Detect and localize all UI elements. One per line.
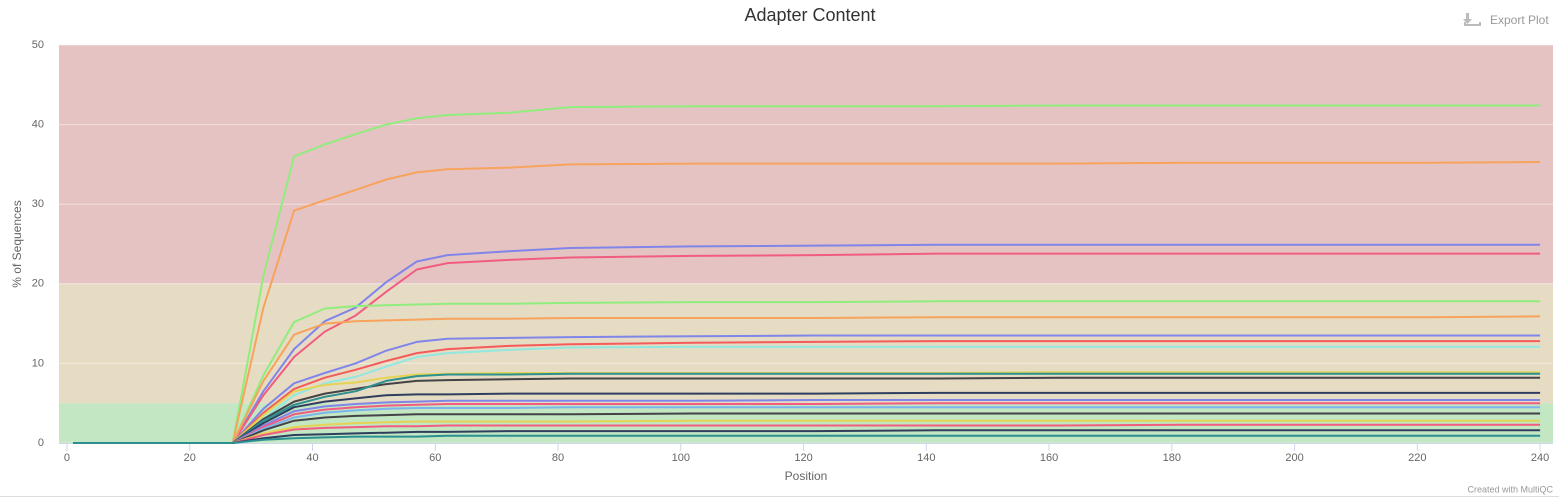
series-line	[73, 345, 1541, 444]
y-tick-label: 20	[32, 278, 44, 290]
x-tick-label: 160	[1040, 452, 1058, 464]
x-tick-label: 80	[552, 452, 564, 464]
series-line	[73, 161, 1541, 444]
y-axis-title: % of Sequences	[10, 200, 24, 287]
series-line	[73, 402, 1541, 444]
x-tick-label: 140	[917, 452, 935, 464]
series-line	[73, 419, 1541, 444]
x-tick-label: 20	[184, 452, 196, 464]
y-tick-label: 10	[32, 357, 44, 369]
x-tick-label: 180	[1163, 452, 1181, 464]
export-icon	[1463, 13, 1481, 26]
export-label[interactable]: Export Plot	[1490, 13, 1549, 27]
series-line	[73, 371, 1541, 444]
x-tick-label: 240	[1531, 452, 1549, 464]
series-line	[73, 399, 1541, 444]
x-tick-label: 120	[794, 452, 812, 464]
x-tick-label: 100	[672, 452, 690, 464]
series-line	[73, 252, 1541, 444]
series-line	[73, 391, 1541, 444]
series-line	[73, 434, 1541, 444]
x-axis-title: Position	[785, 469, 828, 483]
series-line	[73, 376, 1541, 444]
x-tick-label: 40	[306, 452, 318, 464]
series-line	[73, 406, 1541, 444]
x-tick-label: 0	[64, 452, 70, 464]
series-line	[73, 243, 1541, 444]
series-line	[73, 340, 1541, 444]
x-tick-label: 200	[1285, 452, 1303, 464]
x-tick-label: 220	[1408, 452, 1426, 464]
series-line	[73, 372, 1541, 444]
series-line	[73, 423, 1541, 444]
series-line	[73, 334, 1541, 444]
series-line	[73, 300, 1541, 444]
series-line	[73, 315, 1541, 444]
y-tick-label: 40	[32, 119, 44, 131]
export-button[interactable]: Export Plot	[1463, 13, 1549, 27]
series-line	[73, 412, 1541, 444]
y-tick-label: 0	[38, 437, 44, 449]
credit: Created with MultiQC	[1467, 484, 1553, 494]
y-tick-label: 50	[32, 39, 44, 51]
series-line	[73, 104, 1541, 444]
chart-title: Adapter Content	[744, 5, 875, 25]
x-tick-label: 60	[429, 452, 441, 464]
series-line	[73, 429, 1541, 444]
y-tick-label: 30	[32, 198, 44, 210]
